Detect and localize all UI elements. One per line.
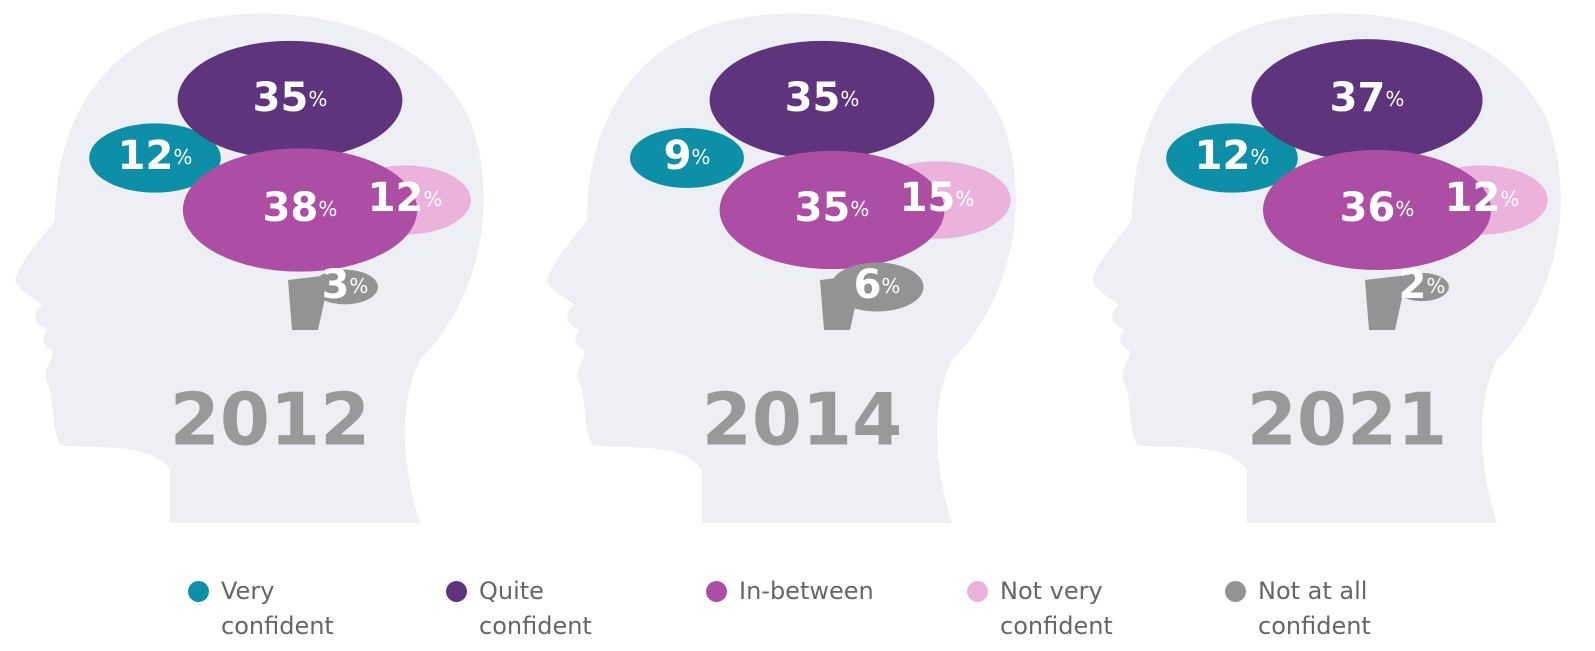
data-label: 36% [1340, 185, 1415, 231]
legend-swatch [446, 581, 467, 602]
label-unit: % [691, 145, 710, 169]
label-number: 38 [263, 185, 319, 231]
legend-label: Not very confident [1000, 577, 1113, 640]
label-unit: % [840, 87, 859, 111]
legend-item: Very confident [188, 576, 356, 644]
brain-segment [709, 40, 935, 160]
data-label: 38% [263, 185, 338, 231]
legend-label: Very confident [221, 577, 334, 640]
brain-segment [89, 123, 221, 193]
label-number: 35 [795, 185, 851, 231]
label-unit: % [423, 187, 442, 211]
data-label: 12% [1445, 175, 1520, 221]
brain-segment [1251, 39, 1483, 161]
legend-swatch [706, 581, 727, 602]
legend-item: Not very confident [967, 576, 1135, 644]
label-unit: % [318, 197, 337, 221]
brain-segment [719, 150, 945, 270]
label-number: 37 [1330, 75, 1386, 121]
year-label: 2021 [1247, 378, 1447, 462]
chart: 12%12%35%38%3%20129%15%35%35%6%201412%12… [15, 13, 1561, 523]
label-number: 3 [322, 262, 350, 308]
brain-segment [177, 40, 403, 160]
label-number: 9 [664, 133, 692, 179]
legend-label: Quite confident [479, 577, 592, 640]
data-label: 12% [1195, 133, 1270, 179]
data-label: 12% [118, 133, 193, 179]
brain-segment [1166, 123, 1298, 193]
year-label: 2014 [702, 378, 902, 462]
label-unit: % [1395, 197, 1414, 221]
data-label: 3% [322, 262, 369, 308]
data-label: 35% [253, 75, 328, 121]
legend-label: In-between [739, 577, 874, 605]
brain-segment [182, 148, 418, 272]
label-unit: % [308, 87, 327, 111]
data-label: 37% [1330, 75, 1405, 121]
legend-item: Quite confident [446, 576, 614, 644]
year-label: 2012 [170, 378, 370, 462]
label-unit: % [1385, 87, 1404, 111]
label-unit: % [955, 187, 974, 211]
label-number: 36 [1340, 185, 1396, 231]
label-unit: % [173, 145, 192, 169]
label-number: 6 [854, 262, 882, 308]
label-number: 12 [118, 133, 174, 179]
data-label: 12% [368, 175, 443, 221]
legend-item: Not at all confident [1225, 576, 1393, 644]
data-label: 9% [664, 133, 711, 179]
label-number: 35 [253, 75, 309, 121]
label-number: 2 [1399, 262, 1427, 308]
head: 12%12%35%38%3%2012 [15, 13, 484, 523]
data-label: 35% [795, 185, 870, 231]
data-label: 35% [785, 75, 860, 121]
label-unit: % [1250, 145, 1269, 169]
legend-swatch [967, 581, 988, 602]
label-number: 12 [1445, 175, 1501, 221]
brain-segment [830, 262, 924, 312]
brain-segment [1395, 272, 1449, 302]
brain-segment [1263, 150, 1491, 270]
legend-swatch [1225, 581, 1246, 602]
brain-segment [630, 128, 744, 188]
label-number: 15 [900, 175, 956, 221]
label-unit: % [349, 274, 368, 298]
label-number: 12 [368, 175, 424, 221]
label-unit: % [850, 197, 869, 221]
label-unit: % [881, 274, 900, 298]
legend-item: In-between [706, 576, 874, 609]
brain-segment [312, 269, 378, 305]
label-unit: % [1500, 187, 1519, 211]
legend-swatch [188, 581, 209, 602]
data-label: 6% [854, 262, 901, 308]
data-label: 2% [1399, 262, 1446, 308]
head: 9%15%35%35%6%2014 [547, 13, 1016, 523]
label-unit: % [1426, 274, 1445, 298]
legend-label: Not at all confident [1258, 577, 1371, 640]
data-label: 15% [900, 175, 975, 221]
label-number: 12 [1195, 133, 1251, 179]
label-number: 35 [785, 75, 841, 121]
head: 12%12%37%36%2%2021 [1092, 13, 1561, 523]
